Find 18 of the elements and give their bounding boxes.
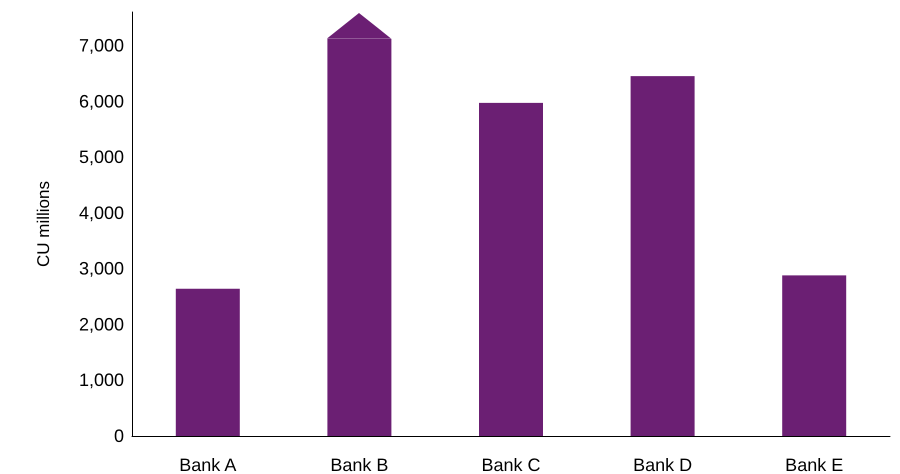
x-tick-label: Bank C bbox=[481, 455, 541, 474]
y-tick-label: 2,000 bbox=[78, 314, 124, 334]
y-tick-label: 6,000 bbox=[78, 91, 124, 112]
y-tick-label: 5,000 bbox=[78, 147, 124, 168]
y-tick-label: 7,000 bbox=[78, 35, 124, 56]
x-tick-label: Bank E bbox=[785, 455, 844, 474]
x-tick-label: Bank A bbox=[179, 455, 236, 474]
bar bbox=[176, 288, 240, 436]
bar bbox=[479, 102, 543, 436]
bar bbox=[630, 76, 695, 436]
y-tick-label: 3,000 bbox=[78, 258, 124, 279]
x-tick-label: Bank D bbox=[633, 455, 692, 474]
y-tick-label: 1,000 bbox=[78, 370, 124, 390]
y-tick-label: 4,000 bbox=[78, 202, 124, 223]
y-axis-title: CU millions bbox=[34, 181, 53, 267]
bar bbox=[782, 275, 846, 436]
y-tick-label: 0 bbox=[114, 426, 124, 446]
x-tick-label: Bank B bbox=[330, 455, 388, 474]
